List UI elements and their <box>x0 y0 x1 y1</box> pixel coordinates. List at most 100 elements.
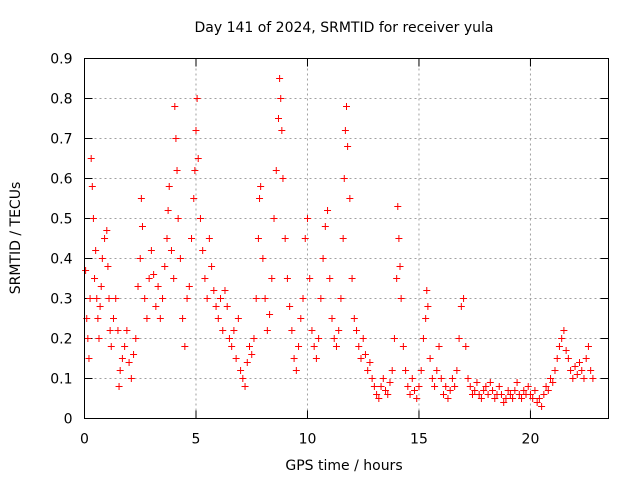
data-point <box>562 347 570 354</box>
data-point <box>297 315 305 322</box>
data-point <box>542 383 550 390</box>
data-point <box>348 275 356 282</box>
data-point <box>290 355 298 362</box>
data-point <box>103 227 111 234</box>
data-point <box>431 383 439 390</box>
data-point <box>201 275 209 282</box>
data-point <box>321 223 329 230</box>
data-point <box>506 391 514 398</box>
data-point <box>93 295 101 302</box>
data-point <box>457 303 465 310</box>
data-point <box>453 367 461 374</box>
data-point <box>84 335 92 342</box>
data-point <box>278 127 286 134</box>
data-point <box>386 379 394 386</box>
y-tick-label: 0.9 <box>50 52 72 68</box>
y-axis-ticks: 0 0.1 0.2 0.3 0.4 0.5 0.6 0.7 0.8 0.9 <box>50 52 609 428</box>
data-point <box>364 367 372 374</box>
data-point <box>288 327 296 334</box>
data-point <box>183 295 191 302</box>
data-point <box>315 335 323 342</box>
data-point <box>225 335 233 342</box>
data-point <box>377 383 385 390</box>
data-point <box>230 327 238 334</box>
data-point <box>573 371 581 378</box>
data-point <box>444 395 452 402</box>
x-axis-ticks: 0 5 10 15 20 <box>80 58 539 448</box>
data-point <box>87 155 95 162</box>
data-point <box>232 355 240 362</box>
data-point <box>214 315 222 322</box>
data-point <box>173 167 181 174</box>
data-point <box>163 235 171 242</box>
data-point <box>576 359 584 366</box>
data-point <box>538 403 546 410</box>
data-point <box>312 355 320 362</box>
data-point <box>370 383 378 390</box>
data-point <box>147 247 155 254</box>
data-point <box>384 391 392 398</box>
data-point <box>317 295 325 302</box>
chart-title: Day 141 of 2024, SRMTID for receiver yul… <box>194 20 493 36</box>
data-point <box>328 315 336 322</box>
data-point <box>337 295 345 302</box>
data-point <box>145 275 153 282</box>
data-point <box>241 383 249 390</box>
data-point <box>439 391 447 398</box>
data-point <box>350 315 358 322</box>
data-point <box>462 343 470 350</box>
data-point <box>526 391 534 398</box>
data-point <box>448 375 456 382</box>
data-point <box>167 247 175 254</box>
data-point <box>477 395 485 402</box>
data-point <box>132 335 140 342</box>
data-point <box>101 235 109 242</box>
data-point <box>94 315 102 322</box>
data-point <box>85 355 93 362</box>
data-point <box>366 359 374 366</box>
x-axis-label: GPS time / hours <box>285 458 402 474</box>
data-point <box>268 275 276 282</box>
data-point <box>156 315 164 322</box>
data-point <box>301 235 309 242</box>
data-point <box>274 115 282 122</box>
data-point <box>171 103 179 110</box>
data-point <box>417 367 425 374</box>
data-point <box>486 379 494 386</box>
data-point <box>399 343 407 350</box>
data-point <box>480 387 488 394</box>
data-point <box>396 263 404 270</box>
data-point <box>243 359 251 366</box>
data-point <box>208 263 216 270</box>
data-point <box>150 271 158 278</box>
data-point <box>221 287 229 294</box>
data-point <box>237 367 245 374</box>
data-point <box>442 383 450 390</box>
y-tick-label: 0.5 <box>50 212 72 228</box>
data-point <box>379 375 387 382</box>
data-point <box>468 391 476 398</box>
data-point <box>179 315 187 322</box>
data-point <box>355 343 363 350</box>
data-point <box>319 255 327 262</box>
data-point <box>455 335 463 342</box>
data-point <box>88 183 96 190</box>
y-tick-label: 0.4 <box>50 252 72 268</box>
data-point <box>107 343 115 350</box>
data-point <box>89 215 97 222</box>
data-point <box>259 255 267 262</box>
data-point <box>580 375 588 382</box>
data-point <box>112 295 120 302</box>
data-point <box>86 295 94 302</box>
data-point <box>402 367 410 374</box>
data-point <box>250 335 258 342</box>
data-point <box>138 223 146 230</box>
data-point <box>199 247 207 254</box>
data-point <box>118 355 126 362</box>
data-point <box>191 167 199 174</box>
grid <box>84 58 609 419</box>
data-point <box>310 343 318 350</box>
data-point <box>357 355 365 362</box>
data-point <box>533 399 541 406</box>
